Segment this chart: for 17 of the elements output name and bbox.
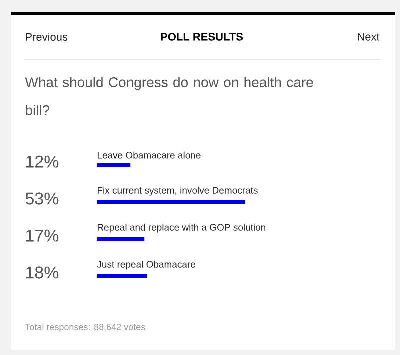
bar — [97, 162, 131, 167]
bar — [97, 236, 145, 241]
bar — [97, 200, 246, 204]
y-tick-label: Leave Obamacare alone — [98, 152, 201, 159]
data-label: 12% — [26, 156, 59, 168]
y-tick-label: Repeal and replace with a GOP solution — [98, 224, 266, 233]
chart-subtitle: What should Congress do now on health care bill? — [25, 77, 314, 116]
chart-title: POLL RESULTS — [161, 33, 244, 41]
text: Total responses: 88,642 votes — [25, 324, 146, 332]
data-label: 18% — [26, 266, 59, 279]
data-label: 53% — [26, 192, 59, 205]
data-label: 17% — [26, 230, 59, 242]
y-tick-label: Just repeal Obamacare — [97, 260, 196, 270]
y-tick-label: Fix current system, involve Democrats — [98, 186, 258, 196]
text: Previous — [26, 32, 68, 42]
bar — [97, 274, 148, 278]
text: Next — [358, 33, 380, 41]
